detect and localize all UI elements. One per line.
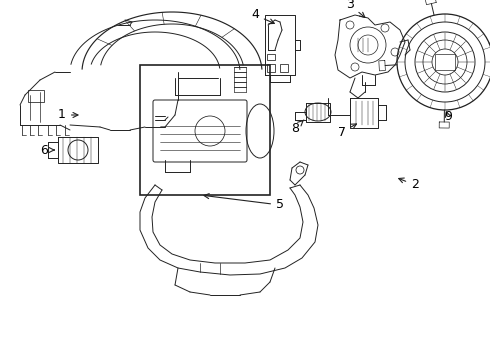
- Text: 7: 7: [338, 124, 357, 139]
- Text: 3: 3: [346, 0, 365, 17]
- Bar: [28, 90, 44, 102]
- Text: 6: 6: [40, 144, 54, 157]
- Text: 9: 9: [444, 111, 452, 123]
- Bar: [280, 64, 288, 72]
- Text: 8: 8: [291, 120, 304, 135]
- Text: 4: 4: [251, 9, 274, 24]
- Text: 2: 2: [399, 178, 419, 192]
- Bar: [267, 54, 275, 60]
- Text: 1: 1: [58, 108, 78, 122]
- Bar: [435, 54, 455, 70]
- Text: 5: 5: [204, 194, 284, 211]
- Bar: [140, 65, 270, 195]
- Bar: [267, 64, 275, 72]
